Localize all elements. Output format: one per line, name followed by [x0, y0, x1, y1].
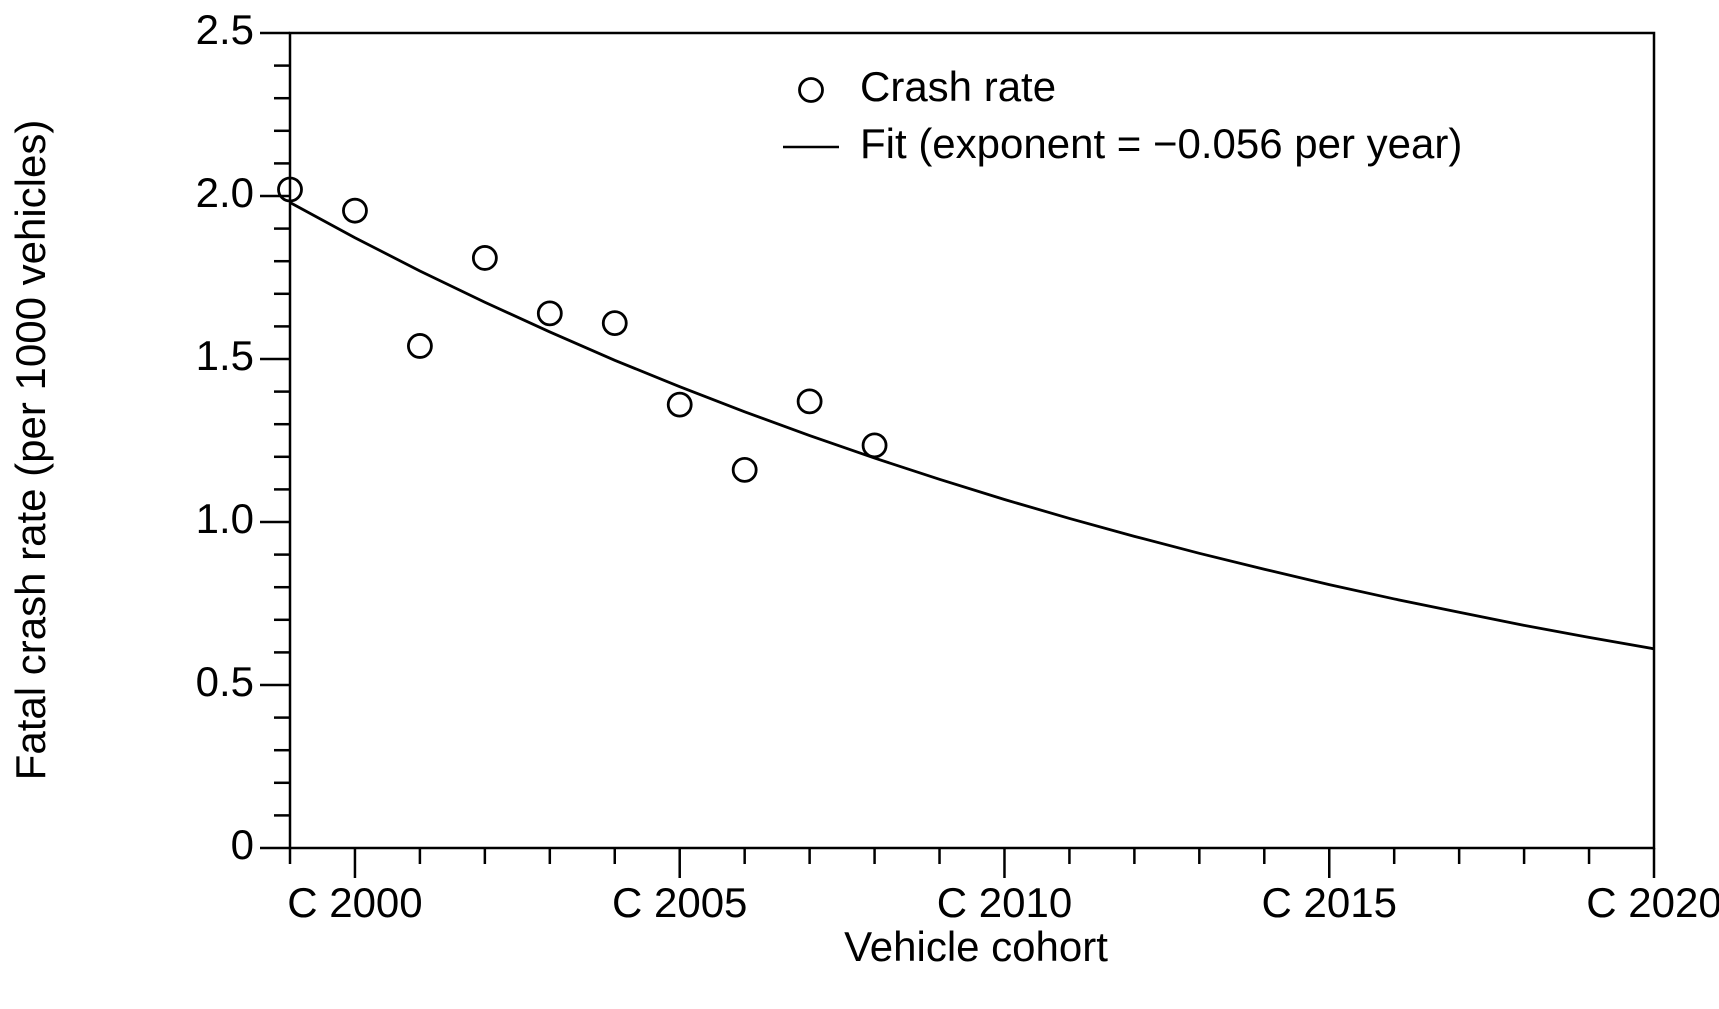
y-tick-label: 0.5 — [196, 658, 254, 705]
y-tick-label: 0 — [231, 821, 254, 868]
plot-frame — [288, 31, 1656, 850]
x-tick-label: C 2010 — [937, 879, 1072, 926]
x-tick-label: C 2015 — [1262, 879, 1397, 926]
data-point — [796, 388, 823, 415]
y-axis-label: Fatal crash rate (per 1000 vehicles) — [7, 120, 54, 781]
data-point — [342, 197, 368, 224]
legend-marker — [798, 77, 824, 103]
data-point — [601, 310, 628, 337]
data-point — [666, 391, 693, 418]
y-tick-label: 1.5 — [196, 332, 254, 379]
data-point — [731, 456, 758, 483]
legend-label: Fit (exponent = −0.056 per year) — [860, 120, 1462, 167]
x-tick-label: C 2020 — [1586, 879, 1719, 926]
legend-label: Crash rate — [860, 63, 1056, 110]
x-tick-label: C 2005 — [612, 879, 747, 926]
data-point — [277, 176, 303, 203]
data-point — [861, 432, 888, 459]
y-tick-label: 1.0 — [196, 495, 254, 542]
x-tick-label: C 2000 — [287, 879, 422, 926]
y-tick-label: 2.5 — [196, 6, 254, 53]
fit-line — [289, 201, 1655, 651]
data-point — [407, 333, 433, 359]
x-axis-label: Vehicle cohort — [844, 923, 1108, 970]
data-point — [471, 245, 498, 271]
y-tick-label: 2.0 — [196, 169, 254, 216]
data-point — [536, 300, 563, 327]
